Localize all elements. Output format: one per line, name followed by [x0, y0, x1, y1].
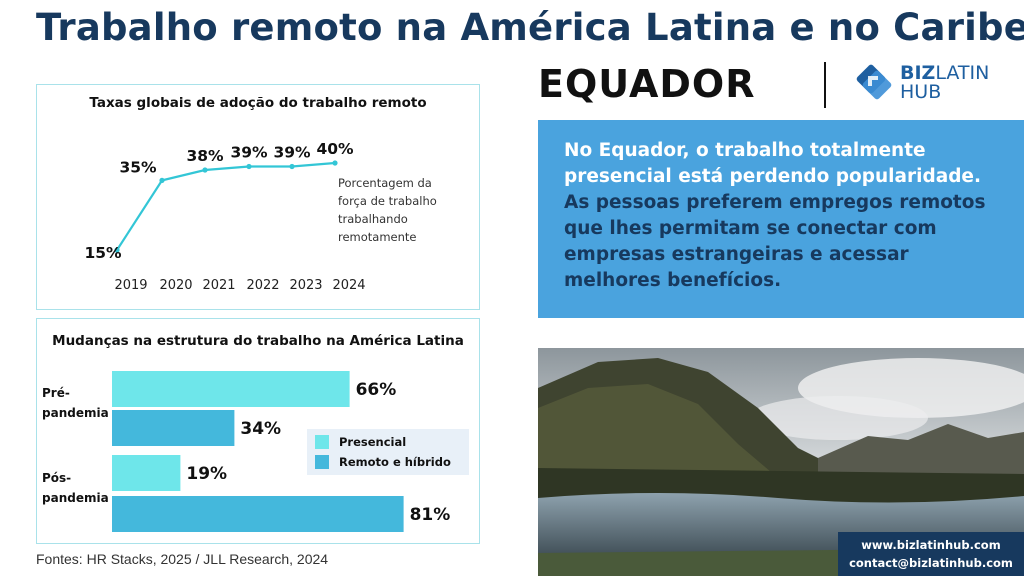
data-label: 39%	[273, 143, 311, 161]
series-line	[116, 161, 336, 251]
bar-value-label: 34%	[240, 419, 281, 439]
header-divider	[824, 62, 826, 108]
data-label: 15%	[84, 244, 122, 262]
bar-value-label: 81%	[410, 505, 451, 525]
category-label: Pós-	[42, 471, 71, 485]
legend-box	[307, 429, 469, 475]
work-structure-card: Mudanças na estrutura do trabalho na Amé…	[36, 318, 480, 544]
x-tick-label: 2019	[114, 278, 147, 293]
website-link[interactable]: www.bizlatinhub.com	[861, 538, 1001, 552]
category-label: Pré-	[42, 386, 70, 400]
bar-value-label: 19%	[186, 464, 227, 484]
data-point	[289, 163, 295, 170]
data-label: 35%	[119, 158, 157, 176]
category-label: pandemia	[42, 406, 109, 420]
page-title: Trabalho remoto na América Latina e no C…	[36, 6, 1024, 49]
x-tick-label: 2021	[202, 278, 235, 293]
data-point	[202, 167, 208, 173]
info-text-part2: As pessoas preferem empregos remotos que…	[564, 192, 986, 291]
data-point	[114, 247, 120, 253]
bar-chart-title: Mudanças na estrutura do trabalho na Amé…	[52, 333, 464, 349]
legend-label: Remoto e híbrido	[339, 455, 451, 469]
data-label: 40%	[316, 140, 354, 158]
legend-swatch	[315, 455, 329, 469]
data-label: 39%	[230, 143, 268, 161]
bar	[112, 410, 235, 446]
bizlatinhub-logo: BIZLATIN HUB	[856, 62, 996, 106]
annotation-line: força de trabalho	[338, 194, 437, 208]
annotation-line: remotamente	[338, 230, 417, 244]
x-tick-label: 2020	[159, 278, 192, 293]
bar	[112, 496, 404, 532]
data-point	[246, 163, 252, 170]
info-text-part1: No Equador, o trabalho totalmente presen…	[564, 140, 982, 187]
x-tick-label: 2022	[246, 278, 279, 293]
legend-swatch	[315, 435, 329, 449]
logo-wordmark: BIZLATIN HUB	[900, 62, 990, 103]
data-label: 38%	[186, 147, 224, 165]
contact-box: www.bizlatinhub.com contact@bizlatinhub.…	[838, 532, 1024, 576]
landscape-photo	[538, 348, 1024, 576]
sources-note: Fontes: HR Stacks, 2025 / JLL Research, …	[36, 551, 329, 567]
annotation-line: trabalhando	[338, 212, 408, 226]
data-point	[332, 160, 338, 166]
remote-adoption-card: Taxas globais de adoção do trabalho remo…	[36, 84, 480, 310]
category-label: pandemia	[42, 491, 109, 505]
line-chart-title: Taxas globais de adoção do trabalho remo…	[89, 95, 427, 111]
bar	[112, 455, 181, 491]
country-name: EQUADOR	[538, 62, 756, 106]
x-tick-label: 2024	[332, 278, 365, 293]
x-tick-label: 2023	[289, 278, 322, 293]
legend-label: Presencial	[339, 435, 406, 449]
bar-chart: 66% 19% 34% 81% Pré-pandemia Pós-pandemia Pres…	[42, 371, 469, 532]
bar-value-label: 66%	[356, 380, 397, 400]
bar	[112, 371, 350, 407]
data-point	[159, 177, 165, 183]
bizlatinhub-logo-icon	[856, 64, 892, 100]
email-link[interactable]: contact@bizlatinhub.com	[849, 556, 1013, 570]
mountain-lake-image	[538, 348, 1024, 576]
annotation-line: Porcentagem da	[338, 176, 432, 190]
line-chart: 15% 35% 38% 39% 39% 40% 2019 2020 2021 2022 2023 20…	[84, 140, 437, 293]
info-box: No Equador, o trabalho totalmente presen…	[538, 120, 1024, 318]
